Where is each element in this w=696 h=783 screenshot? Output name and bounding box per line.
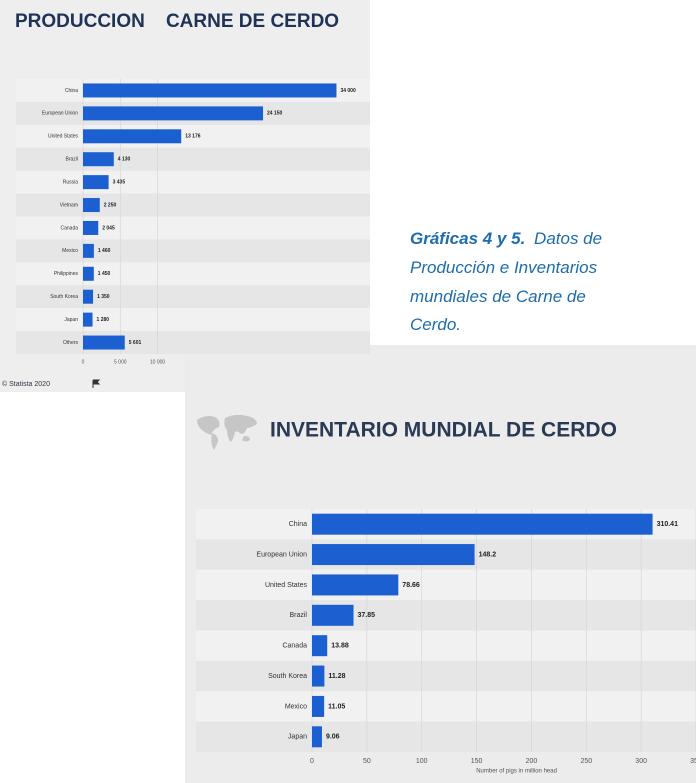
y-tick-label: Mexico xyxy=(285,703,307,710)
caption-line: mundiales de Carne de xyxy=(410,287,586,306)
bar xyxy=(83,243,94,258)
y-tick-label: South Korea xyxy=(268,673,307,680)
value-label: 4 130 xyxy=(118,157,131,163)
x-tick-label: 5 000 xyxy=(114,359,127,365)
row-stripe xyxy=(16,239,370,263)
y-tick-label: European Union xyxy=(256,551,307,558)
x-tick-label: 50 xyxy=(363,758,371,765)
y-tick-label: Brazil xyxy=(289,612,307,619)
value-label: 34 000 xyxy=(340,88,356,94)
y-tick-label: Vietnam xyxy=(60,202,78,208)
value-label: 310.41 xyxy=(657,521,679,528)
value-label: 78.66 xyxy=(402,582,420,589)
source-note: © Statista 2020 xyxy=(2,380,50,388)
row-stripe xyxy=(196,660,696,692)
bar xyxy=(83,106,264,121)
x-tick-label: 100 xyxy=(416,758,428,765)
bar xyxy=(83,312,93,327)
row-stripe xyxy=(196,600,696,631)
y-tick-label: United States xyxy=(265,582,308,589)
bar xyxy=(83,335,125,350)
bar xyxy=(312,665,325,687)
bar xyxy=(312,695,325,717)
y-tick-label: European Union xyxy=(42,111,78,117)
value-label: 11.05 xyxy=(328,703,345,710)
y-tick-label: Others xyxy=(63,340,79,346)
bar xyxy=(83,152,114,167)
value-label: 37.85 xyxy=(358,612,376,619)
bar xyxy=(83,220,99,235)
value-label: 24 150 xyxy=(267,111,283,117)
x-tick-label: 350 xyxy=(690,758,696,765)
row-stripe xyxy=(16,193,370,217)
y-tick-label: United States xyxy=(48,134,79,140)
value-label: 2 045 xyxy=(102,225,115,231)
bar xyxy=(312,635,328,657)
y-tick-label: Philippines xyxy=(54,271,79,277)
bar xyxy=(83,83,337,98)
x-tick-label: 10 000 xyxy=(150,359,166,365)
chart-title: PRODUCCION CARNE DE CERDO xyxy=(15,11,339,32)
y-tick-label: China xyxy=(65,88,78,94)
row-stripe xyxy=(16,308,370,332)
y-tick-label: Canada xyxy=(60,225,78,231)
chart-title: INVENTARIO MUNDIAL DE CERDO xyxy=(270,419,617,442)
value-label: 148.2 xyxy=(479,551,497,558)
x-tick-label: 150 xyxy=(471,758,483,765)
value-label: 1 280 xyxy=(97,317,110,323)
bar xyxy=(312,513,653,535)
x-tick-label: 250 xyxy=(580,758,592,765)
y-tick-label: South Korea xyxy=(50,294,78,300)
value-label: 3 435 xyxy=(113,179,126,185)
y-tick-label: Japan xyxy=(64,317,78,323)
caption: Gráficas 4 y 5. Datos de Producción e In… xyxy=(410,229,607,334)
row-stripe xyxy=(16,262,370,286)
y-tick-label: Mexico xyxy=(62,248,78,254)
row-stripe xyxy=(16,216,370,240)
y-tick-label: Brazil xyxy=(65,157,78,163)
bar xyxy=(312,574,399,596)
value-label: 13 176 xyxy=(185,134,201,140)
bar xyxy=(83,198,100,213)
value-label: 5 601 xyxy=(129,340,142,346)
flag-icon xyxy=(92,379,101,388)
x-tick-label: 0 xyxy=(310,758,314,765)
bar xyxy=(312,726,322,748)
value-label: 13.88 xyxy=(331,643,349,650)
bar xyxy=(312,544,475,566)
row-stripe xyxy=(196,721,696,752)
bar xyxy=(83,175,109,190)
bar xyxy=(312,604,354,626)
value-label: 9.06 xyxy=(326,734,340,741)
row-stripe xyxy=(196,569,696,601)
value-label: 1 350 xyxy=(97,294,110,300)
value-label: 1 460 xyxy=(98,248,111,254)
caption-line: Cerdo. xyxy=(410,315,461,334)
x-axis-label: Number of pigs in million head xyxy=(476,769,557,775)
value-label: 11.28 xyxy=(328,673,345,680)
row-stripe xyxy=(196,691,696,722)
bar xyxy=(83,266,94,281)
caption-line: Datos de xyxy=(534,229,602,248)
bar xyxy=(83,289,94,304)
y-tick-label: Russia xyxy=(63,179,79,185)
x-tick-label: 0 xyxy=(82,359,85,365)
value-label: 1 450 xyxy=(98,271,111,277)
row-stripe xyxy=(16,285,370,309)
bar xyxy=(83,129,182,144)
y-tick-label: Canada xyxy=(282,643,307,650)
caption-label: Gráficas 4 y 5. xyxy=(410,229,525,248)
caption-line: Producción e Inventarios xyxy=(410,258,598,277)
world-map-icon xyxy=(197,414,257,450)
y-tick-label: Japan xyxy=(288,734,307,741)
y-tick-label: China xyxy=(289,521,307,528)
row-stripe xyxy=(196,630,696,661)
x-tick-label: 300 xyxy=(635,758,647,765)
value-label: 2 250 xyxy=(104,202,117,208)
x-tick-label: 200 xyxy=(526,758,538,765)
